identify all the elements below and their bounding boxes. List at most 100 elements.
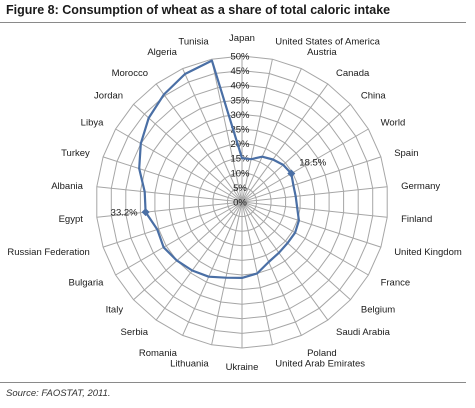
category-label: World: [381, 118, 406, 129]
grid-spoke: [241, 68, 302, 203]
grid-spoke: [211, 59, 243, 203]
category-label: Albania: [51, 181, 83, 192]
figure-title-text: Consumption of wheat as a share of total…: [62, 3, 391, 17]
category-label: Canada: [336, 68, 370, 79]
series-point: [296, 207, 298, 209]
grid-spoke: [241, 59, 273, 203]
grid-spoke: [155, 201, 243, 321]
category-label: Saudi Arabia: [336, 327, 391, 338]
grid-spoke: [96, 201, 243, 218]
radial-tick-label: 20%: [230, 139, 250, 150]
radial-tick-label: 40%: [230, 81, 250, 92]
category-label: Japan: [229, 33, 255, 44]
category-label: Belgium: [361, 305, 395, 316]
category-label: United States of America: [275, 37, 380, 48]
series-point: [225, 277, 227, 279]
grid-spoke: [96, 186, 243, 203]
category-label: Poland: [307, 348, 337, 359]
grid-spoke: [182, 201, 243, 336]
series-point: [144, 191, 146, 193]
category-label: Libya: [81, 118, 104, 129]
figure-source: Source: FAOSTAT, 2011.: [6, 388, 111, 399]
grid-spoke: [211, 201, 243, 345]
radial-tick-label: 15%: [230, 154, 250, 165]
series-point: [295, 195, 297, 197]
grid-spoke: [115, 128, 243, 203]
series-point: [278, 252, 280, 254]
radial-tick-label: 35%: [230, 95, 250, 106]
radial-tick-label: 10%: [230, 168, 250, 179]
category-label: Bulgaria: [69, 278, 105, 289]
category-label: Turkey: [61, 148, 90, 159]
grid-spoke: [241, 201, 369, 276]
series-point: [156, 228, 158, 231]
grid-spoke: [102, 156, 243, 203]
series-point: [287, 242, 289, 244]
category-label: Italy: [106, 305, 124, 316]
series-point: [261, 156, 263, 158]
series-point: [208, 276, 210, 278]
grid-spoke: [102, 201, 243, 248]
figure-header: Figure 8: Consumption of wheat as a shar…: [0, 0, 466, 23]
grid-spoke: [182, 68, 243, 203]
category-label: Morocco: [112, 68, 148, 79]
footer-divider: [0, 382, 466, 383]
category-label: Lithuania: [170, 359, 209, 370]
category-label: Austria: [307, 47, 337, 58]
series-point: [211, 60, 213, 62]
category-label: Russian Federation: [7, 247, 89, 258]
data-label: 33.2%: [111, 208, 138, 219]
figure-label: Figure 8:: [6, 3, 59, 17]
grid-spoke: [155, 83, 243, 203]
series-point: [191, 269, 193, 272]
category-label: United Arab Emirates: [275, 359, 365, 370]
radial-tick-label: 0%: [233, 198, 247, 209]
figure-title: Figure 8: Consumption of wheat as a shar…: [6, 3, 390, 17]
radial-tick-label: 50%: [230, 52, 250, 63]
category-label: Algeria: [147, 47, 177, 58]
grid-spoke: [241, 103, 351, 203]
series-point: [140, 143, 142, 145]
data-label: 18.5%: [299, 158, 326, 169]
grid-spoke: [241, 201, 302, 336]
grid-spoke: [133, 201, 243, 301]
radial-tick-label: 5%: [233, 183, 247, 194]
grid-spoke: [241, 83, 329, 203]
radial-tick-label: 45%: [230, 66, 250, 77]
series-point: [241, 157, 243, 159]
grid-spoke: [241, 201, 329, 321]
category-label: Jordan: [94, 90, 123, 101]
grid-spoke: [241, 201, 388, 218]
grid-spoke: [241, 156, 382, 203]
category-label: Tunisia: [178, 37, 209, 48]
category-label: Finland: [401, 214, 432, 225]
series-point: [163, 246, 165, 248]
category-label: China: [361, 90, 387, 101]
series-point: [292, 184, 294, 186]
series-point: [163, 93, 165, 96]
series-point: [138, 168, 140, 170]
category-label: Spain: [394, 148, 418, 159]
series-point: [148, 117, 150, 119]
series-point: [268, 261, 270, 263]
annotation-marker: [287, 169, 296, 178]
grid-spoke: [115, 201, 243, 276]
series-point: [294, 232, 296, 234]
radar-chart: 0% 5% 10% 15% 20% 25% 30% 35% 40% 45% 50% Japan Unit…: [7, 33, 461, 373]
grid-spoke: [241, 201, 382, 248]
grid-spoke: [241, 128, 369, 203]
series-point: [282, 164, 284, 166]
radial-tick-label: 25%: [230, 125, 250, 136]
series-point: [176, 260, 178, 262]
grid-spoke: [241, 201, 351, 301]
grid-spoke: [133, 103, 243, 203]
series-point: [256, 272, 258, 274]
category-label: Romania: [139, 348, 178, 359]
series-point: [272, 158, 274, 161]
category-label: Germany: [401, 181, 440, 192]
series-point: [241, 277, 243, 279]
grid-spoke: [241, 186, 388, 203]
category-label: Serbia: [121, 327, 149, 338]
category-label: Egypt: [59, 214, 84, 225]
category-label: France: [381, 278, 411, 289]
